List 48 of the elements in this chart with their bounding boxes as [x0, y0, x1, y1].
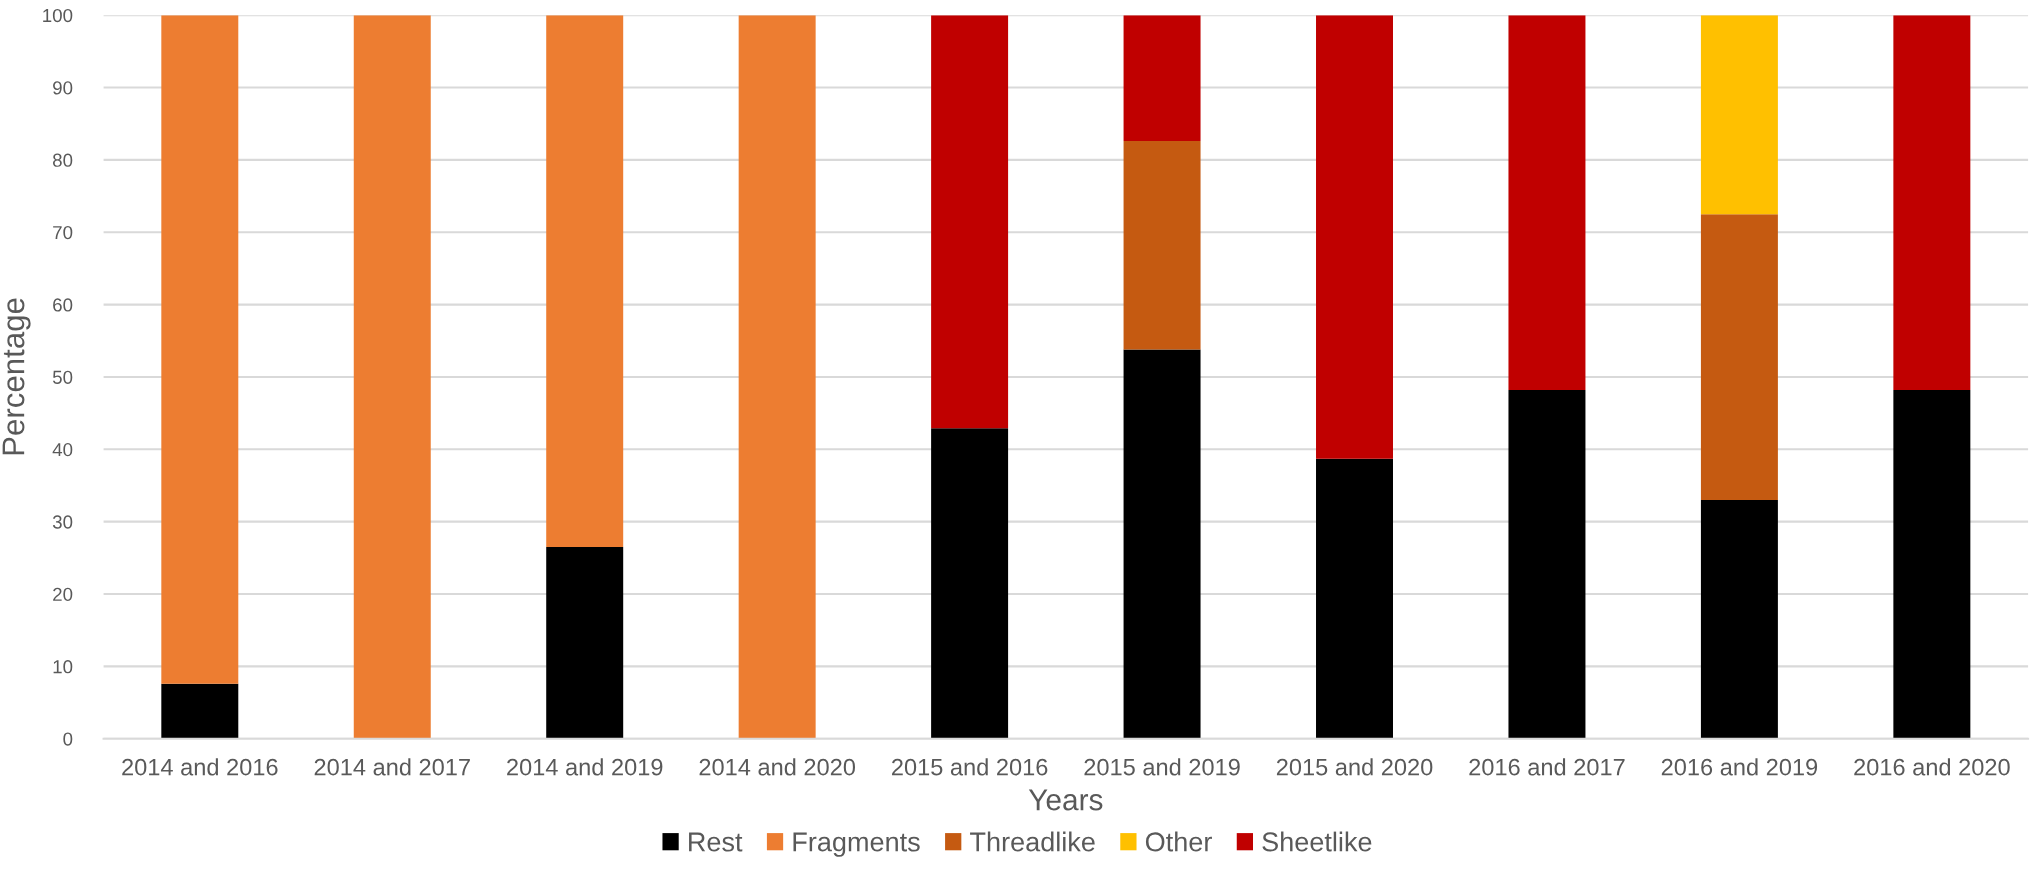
- legend-label: Other: [1145, 831, 1212, 852]
- bar: [1123, 141, 1201, 350]
- bar: [1123, 349, 1201, 739]
- bar: [1316, 458, 1393, 739]
- legend-label: Threadlike: [970, 831, 1095, 852]
- y-tick-label: 100: [43, 8, 73, 23]
- x-tick-label: 2015 and 2020: [1276, 758, 1433, 776]
- bar: [1893, 389, 1971, 739]
- bar: [1123, 15, 1201, 142]
- y-tick-label: 30: [52, 515, 73, 529]
- y-axis-title: Percentage: [2, 298, 31, 455]
- bar: [1508, 389, 1586, 739]
- legend-label: Sheetlike: [1262, 831, 1372, 852]
- x-tick-label: 2014 and 2017: [314, 758, 470, 776]
- bar: [546, 15, 624, 547]
- bar: [161, 683, 239, 739]
- bar: [353, 15, 431, 739]
- y-tick-label: 70: [53, 225, 73, 240]
- bar: [1508, 15, 1586, 390]
- x-tick-label: 2014 and 2016: [122, 758, 278, 776]
- y-tick-label: 50: [52, 370, 73, 384]
- x-tick-label: 2016 and 2020: [1854, 758, 2010, 776]
- bar: [738, 15, 816, 739]
- bar: [1316, 15, 1393, 459]
- x-tick-label: 2014 and 2020: [699, 758, 856, 776]
- y-tick-label: 90: [53, 81, 73, 95]
- y-tick-label: 60: [53, 298, 73, 312]
- bar: [931, 428, 1009, 739]
- x-axis-title: Years: [1028, 789, 1103, 811]
- y-tick-label: 40: [52, 443, 73, 457]
- y-tick-label: 80: [52, 153, 73, 167]
- bar: [1700, 15, 1778, 215]
- y-tick-label: 20: [53, 587, 73, 601]
- bar: [1700, 499, 1778, 739]
- legend-label: Rest: [689, 832, 743, 852]
- x-tick-label: 2014 and 2019: [507, 758, 663, 776]
- x-tick-label: 2016 and 2019: [1661, 758, 1818, 776]
- bar: [1700, 214, 1778, 500]
- bar: [1893, 15, 1971, 390]
- x-tick-label: 2016 and 2017: [1469, 758, 1625, 776]
- bar: [546, 546, 624, 739]
- y-tick-label: 0: [63, 732, 73, 746]
- y-tick-label: 10: [53, 660, 73, 674]
- x-tick-label: 2015 and 2016: [892, 758, 1048, 776]
- bar: [161, 15, 239, 684]
- legend-label: Fragments: [793, 832, 920, 857]
- bar: [931, 15, 1009, 429]
- x-tick-label: 2015 and 2019: [1084, 758, 1240, 776]
